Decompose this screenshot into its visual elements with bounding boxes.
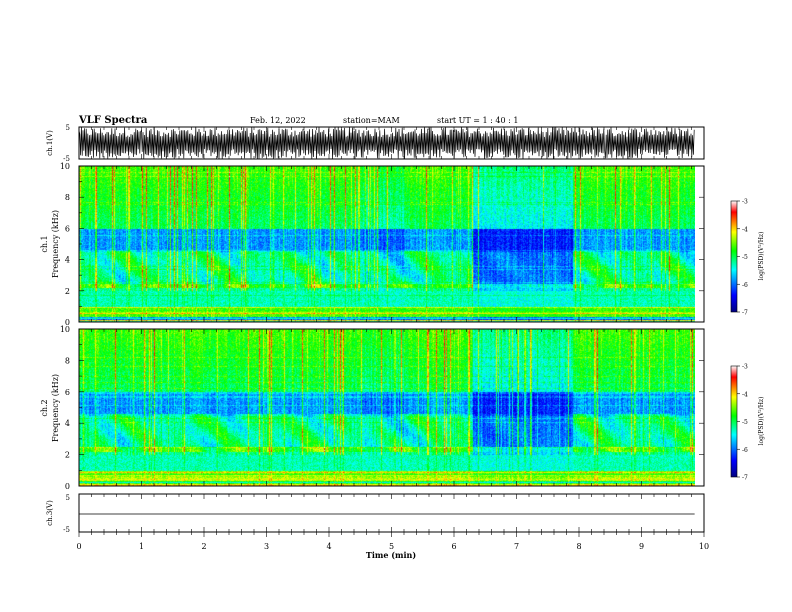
y-tick-label: 8 [65,356,70,365]
x-axis-tick-labels: 0 1 2 3 4 5 6 7 8 9 10 [76,542,709,551]
ch1-colorbar-ticks: -3 -4 -5 -6 -7 [737,199,748,317]
spectrogram-raster [79,329,695,486]
ch2-colorbar: -3 -4 -5 -6 -7 log(PSD)(V²/Hz) [730,364,765,482]
colorbar-tick-label: -6 [742,447,748,454]
colorbar-tick-label: -6 [742,282,748,289]
y-tick-label: 6 [65,224,70,233]
y-tick-label: 10 [60,325,70,334]
ch2-spectrogram-panel: 0 2 4 6 8 10 ch.2 Frequency (kHz) -3 -4 -5 -6 -7 … [40,325,765,491]
x-tick-label: 3 [264,542,269,551]
colorbar-tick-label: -4 [742,391,748,398]
ch1-spectrogram-panel: 0 2 4 6 8 10 ch.1 Frequency (kHz) -3 -4 -5 -6 -7 … [40,162,765,327]
ch1-ytick-top: 5 [66,124,70,132]
ch1-spectrogram-yticks: 0 2 4 6 8 10 [60,162,704,327]
ch1-spec-ylabel-freq: Frequency (kHz) [51,210,60,278]
ch2-spectrogram-image [79,329,695,486]
x-tick-label: 5 [389,542,394,551]
ch1-spec-ylabel-ch: ch.1 [40,235,49,252]
y-tick-label: 0 [65,482,70,491]
colorbar-tick-label: -7 [742,310,748,317]
x-tick-label: 8 [576,542,581,551]
y-tick-label: 2 [65,451,70,460]
colorbar-tick-label: -3 [742,199,748,206]
ch1-ylabel: ch.1(V) [46,130,54,156]
y-tick-label: 0 [65,318,70,327]
y-tick-label: 4 [65,419,70,428]
x-tick-label: 1 [139,542,144,551]
x-axis-label: Time (min) [366,550,416,560]
ch2-spec-ylabel-ch: ch.2 [40,399,49,416]
ch2-spec-ylabel-freq: Frequency (kHz) [51,374,60,442]
colorbar-tick-label: -5 [742,254,748,261]
colorbar-tick-label: -3 [742,364,748,371]
y-tick-label: 10 [60,162,70,171]
ch2-colorbar-label: log(PSD)(V²/Hz) [758,397,765,446]
ch1-spectrogram-image [79,166,695,322]
x-tick-label: 6 [451,542,456,551]
x-tick-label: 10 [699,542,709,551]
ch2-colorbar-ticks: -3 -4 -5 -6 -7 [737,364,748,482]
y-tick-label: 6 [65,388,70,397]
ch1-colorbar-label: log(PSD)(V²/Hz) [758,232,765,281]
figure-title: VLF Spectra [78,115,148,126]
ch1-x-ticks [78,127,705,159]
x-tick-label: 7 [514,542,519,551]
ch3-ytick-bottom: -5 [63,526,70,534]
ch1-waveform-panel: 5 -5 ch.1(V) [46,124,705,163]
x-tick-label: 4 [326,542,331,551]
y-tick-label: 4 [65,256,70,265]
ch3-ylabel: ch.3(V) [46,500,54,526]
y-tick-label: 2 [65,287,70,296]
colorbar-tick-label: -4 [742,226,748,233]
ch3-x-ticks [78,494,705,537]
ch2-spectrogram-yticks: 0 2 4 6 8 10 [60,325,704,491]
ch1-waveform-path [79,127,695,159]
start-time-label: start UT = 1 : 40 : 1 [437,116,518,125]
ch2-spectrogram-x-ticks [78,329,705,486]
station-label: station=MAM [343,116,400,125]
x-tick-label: 2 [201,542,206,551]
ch1-spectrogram-x-ticks [78,166,705,322]
ch1-waveform-trace [79,127,695,159]
spectrogram-raster [79,166,695,322]
ch1-ytick-bottom: -5 [63,155,70,163]
x-tick-label: 9 [639,542,644,551]
y-tick-label: 8 [65,193,70,202]
date-label: Feb. 12, 2022 [250,116,306,125]
ch1-colorbar: -3 -4 -5 -6 -7 log(PSD)(V²/Hz) [730,199,765,317]
colorbar-tick-label: -5 [742,419,748,426]
colorbar-tick-label: -7 [742,475,748,482]
ch3-ytick-top: 5 [66,494,70,502]
x-tick-label: 0 [76,542,81,551]
ch3-waveform-panel: 5 -5 ch.3(V) [46,493,705,537]
